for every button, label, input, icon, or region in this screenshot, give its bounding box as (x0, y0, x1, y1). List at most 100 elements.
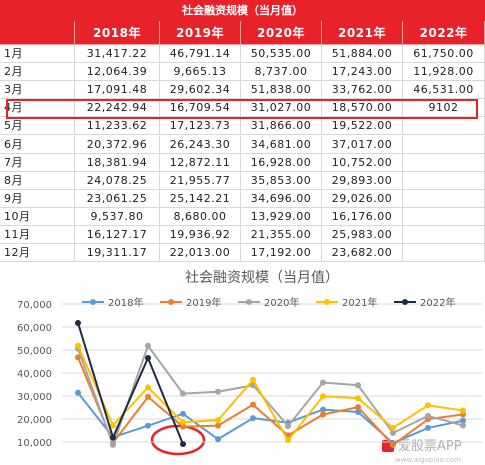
value-cell: 50,535.00 (241, 45, 322, 64)
value-cell: 31,866.00 (241, 117, 322, 136)
value-cell: 37,017.00 (322, 135, 403, 154)
value-cell: 22,242.94 (75, 99, 160, 118)
data-point (250, 376, 256, 383)
value-cell: 51,838.00 (241, 81, 322, 100)
value-cell: 8,737.00 (241, 63, 322, 82)
data-point (180, 419, 186, 426)
value-cell: 17,192.00 (241, 244, 322, 263)
data-point (425, 412, 431, 419)
data-point (110, 422, 116, 429)
month-cell: 11月 (0, 226, 75, 245)
value-cell: 26,243.30 (160, 135, 241, 154)
table-title: 社会融资规模（当月值） (0, 0, 485, 21)
value-cell: 34,696.00 (241, 189, 322, 208)
data-point (425, 424, 431, 431)
highlight-circle (150, 424, 206, 456)
data-point (320, 393, 326, 400)
value-cell: 25,983.00 (322, 226, 403, 245)
data-point (460, 407, 466, 414)
watermark-url: www.aigupiao.com (395, 456, 461, 464)
value-cell: 21,955.77 (160, 171, 241, 190)
data-point (320, 411, 326, 418)
value-cell: 17,091.48 (75, 81, 160, 100)
watermark: 爱股票APP (398, 439, 462, 454)
data-point (180, 441, 186, 448)
data-point (285, 423, 291, 430)
legend-label: 2020年 (264, 296, 299, 309)
header-cell: 2020年 (241, 21, 322, 45)
y-tick-label: 30,000 (17, 392, 52, 403)
value-cell: 31,027.00 (241, 99, 322, 118)
value-cell: 29,602.34 (160, 81, 241, 100)
y-tick-label: 70,000 (17, 300, 52, 311)
data-point (215, 388, 221, 395)
data-point (110, 434, 116, 441)
data-point (75, 319, 81, 326)
data-point (180, 390, 186, 397)
month-cell: 3月 (0, 81, 75, 100)
value-cell: 19,936.92 (160, 226, 241, 245)
data-point (250, 401, 256, 408)
data-point (320, 379, 326, 386)
value-cell: 23,682.00 (322, 244, 403, 263)
value-cell: 21,355.00 (241, 226, 322, 245)
data-point (110, 441, 116, 448)
chart-title: 社会融资规模（当月值） (185, 270, 339, 286)
value-cell: 35,853.00 (241, 171, 322, 190)
header-cell (0, 21, 75, 45)
data-point (215, 417, 221, 424)
y-tick-label: 50,000 (17, 346, 52, 357)
value-cell: 46,791.14 (160, 45, 241, 64)
value-cell: 51,884.00 (322, 45, 403, 64)
data-point (75, 342, 81, 349)
header-cell: 2019年 (160, 21, 241, 45)
data-point (320, 406, 326, 413)
series-line (77, 357, 464, 447)
month-cell: 6月 (0, 135, 75, 154)
data-point (355, 395, 361, 402)
data-point (390, 442, 396, 449)
month-cell: 1月 (0, 45, 75, 64)
data-point (215, 436, 221, 443)
value-cell: 10,752.00 (322, 153, 403, 172)
legend-label: 2018年 (108, 296, 143, 309)
legend-marker (402, 299, 408, 305)
data-point (390, 424, 396, 431)
y-tick-label: 20,000 (17, 415, 52, 426)
value-cell: 11,233.62 (75, 117, 160, 136)
value-cell: 34,681.00 (241, 135, 322, 154)
data-point (145, 354, 151, 361)
data-point (180, 423, 186, 430)
month-cell: 7月 (0, 153, 75, 172)
data-point (250, 415, 256, 422)
value-cell: 18,570.00 (322, 99, 403, 118)
value-cell: 31,417.22 (75, 45, 160, 64)
data-point (180, 410, 186, 417)
month-cell: 10月 (0, 207, 75, 226)
data-point (75, 354, 81, 361)
legend-marker (90, 299, 96, 305)
series-line (77, 343, 464, 448)
value-cell: 23,061.25 (75, 189, 160, 208)
y-tick-label: 60,000 (17, 323, 52, 334)
value-cell: 29,026.00 (322, 189, 403, 208)
data-point (355, 382, 361, 389)
data-point (355, 404, 361, 411)
value-cell: 20,372.96 (75, 135, 160, 154)
value-cell: 13,929.00 (241, 207, 322, 226)
legend-marker (168, 299, 174, 305)
data-point (145, 384, 151, 391)
legend-marker (324, 299, 330, 305)
value-cell: 16,709.54 (160, 99, 241, 118)
month-cell: 9月 (0, 189, 75, 208)
value-cell: 24,078.25 (75, 171, 160, 190)
value-cell: 17,243.00 (322, 63, 403, 82)
value-cell: 12,064.39 (75, 63, 160, 82)
data-point (75, 389, 81, 396)
value-cell: 18,381.94 (75, 153, 160, 172)
value-cell: 9,537.80 (75, 207, 160, 226)
header-cell: 2022年 (403, 21, 485, 45)
value-cell: 12,872.11 (160, 153, 241, 172)
data-point (390, 429, 396, 436)
